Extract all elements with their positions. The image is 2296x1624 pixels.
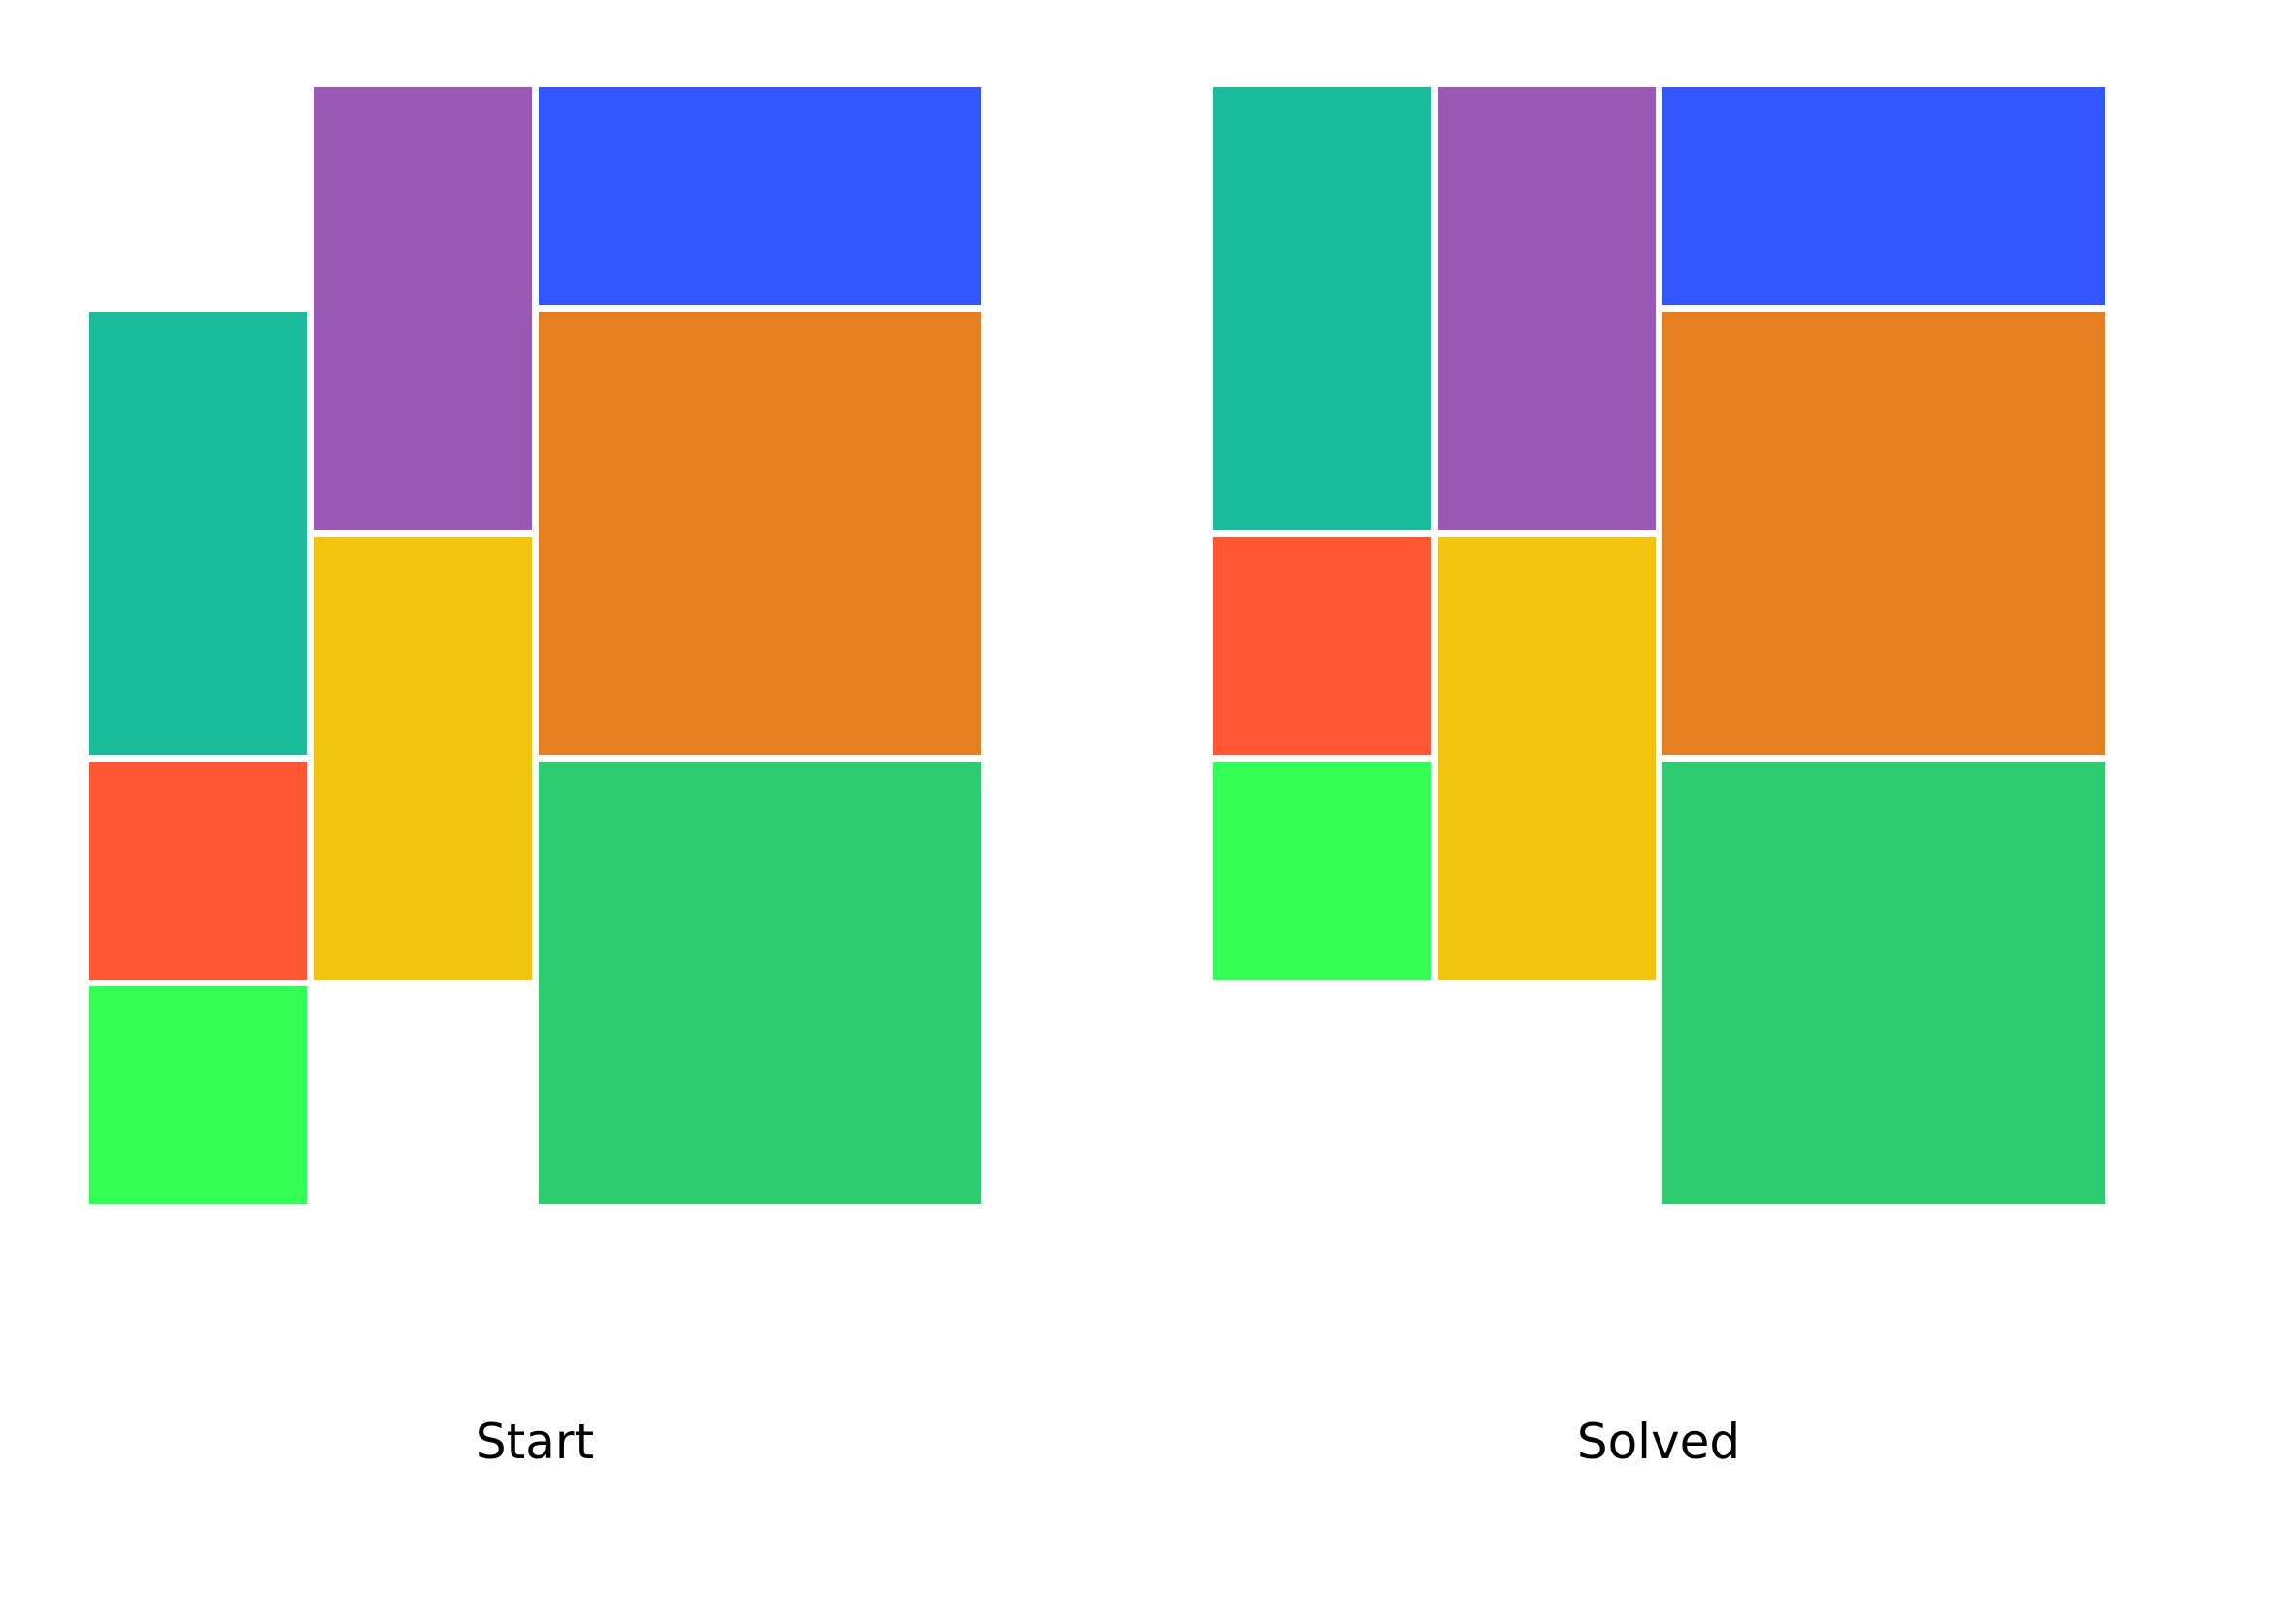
- red-block: [1213, 537, 1431, 755]
- green-block[interactable]: [539, 762, 981, 1204]
- purple-block: [1438, 87, 1656, 530]
- orange-block[interactable]: [539, 312, 981, 755]
- yellow-block[interactable]: [314, 537, 532, 980]
- teal-block[interactable]: [89, 312, 307, 755]
- yellow-block: [1438, 537, 1656, 980]
- teal-block: [1213, 87, 1431, 530]
- blue-block[interactable]: [539, 87, 981, 305]
- solved-board: [1124, 0, 2189, 1624]
- solved-caption: Solved: [1576, 1414, 1741, 1470]
- lime-block[interactable]: [89, 986, 307, 1204]
- blue-block: [1662, 87, 2105, 305]
- orange-block: [1662, 312, 2105, 755]
- start-caption: Start: [475, 1414, 595, 1470]
- green-block: [1662, 762, 2105, 1204]
- red-block[interactable]: [89, 762, 307, 980]
- lime-block: [1213, 762, 1431, 980]
- start-board: [0, 0, 1066, 1624]
- purple-block[interactable]: [314, 87, 532, 530]
